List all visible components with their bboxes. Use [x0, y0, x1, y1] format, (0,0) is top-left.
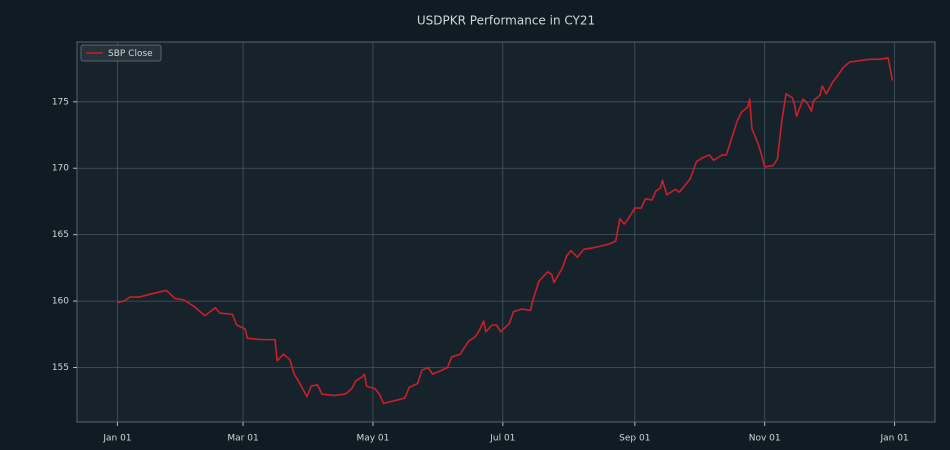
- x-tick-label: Jul 01: [489, 434, 515, 444]
- x-tick-label: Mar 01: [227, 434, 258, 444]
- legend-label: SBP Close: [108, 49, 153, 59]
- legend-box: [80, 44, 162, 62]
- x-tick-label: Sep 01: [619, 434, 650, 444]
- plot-area: [76, 41, 936, 423]
- y-tick-label: 160: [52, 297, 69, 307]
- y-tick-label: 155: [52, 363, 69, 373]
- line: [117, 57, 894, 405]
- x-tick-label: Jan 01: [879, 434, 908, 444]
- y-tick-label: 175: [52, 97, 69, 107]
- x-tick-label: Jan 01: [102, 434, 131, 444]
- y-tick-label: 170: [52, 164, 69, 174]
- chart-title: USDPKR Performance in CY21: [417, 14, 595, 28]
- x-tick-label: May 01: [356, 434, 389, 444]
- y-tick-label: 165: [52, 230, 69, 240]
- x-tick-label: Nov 01: [749, 434, 781, 444]
